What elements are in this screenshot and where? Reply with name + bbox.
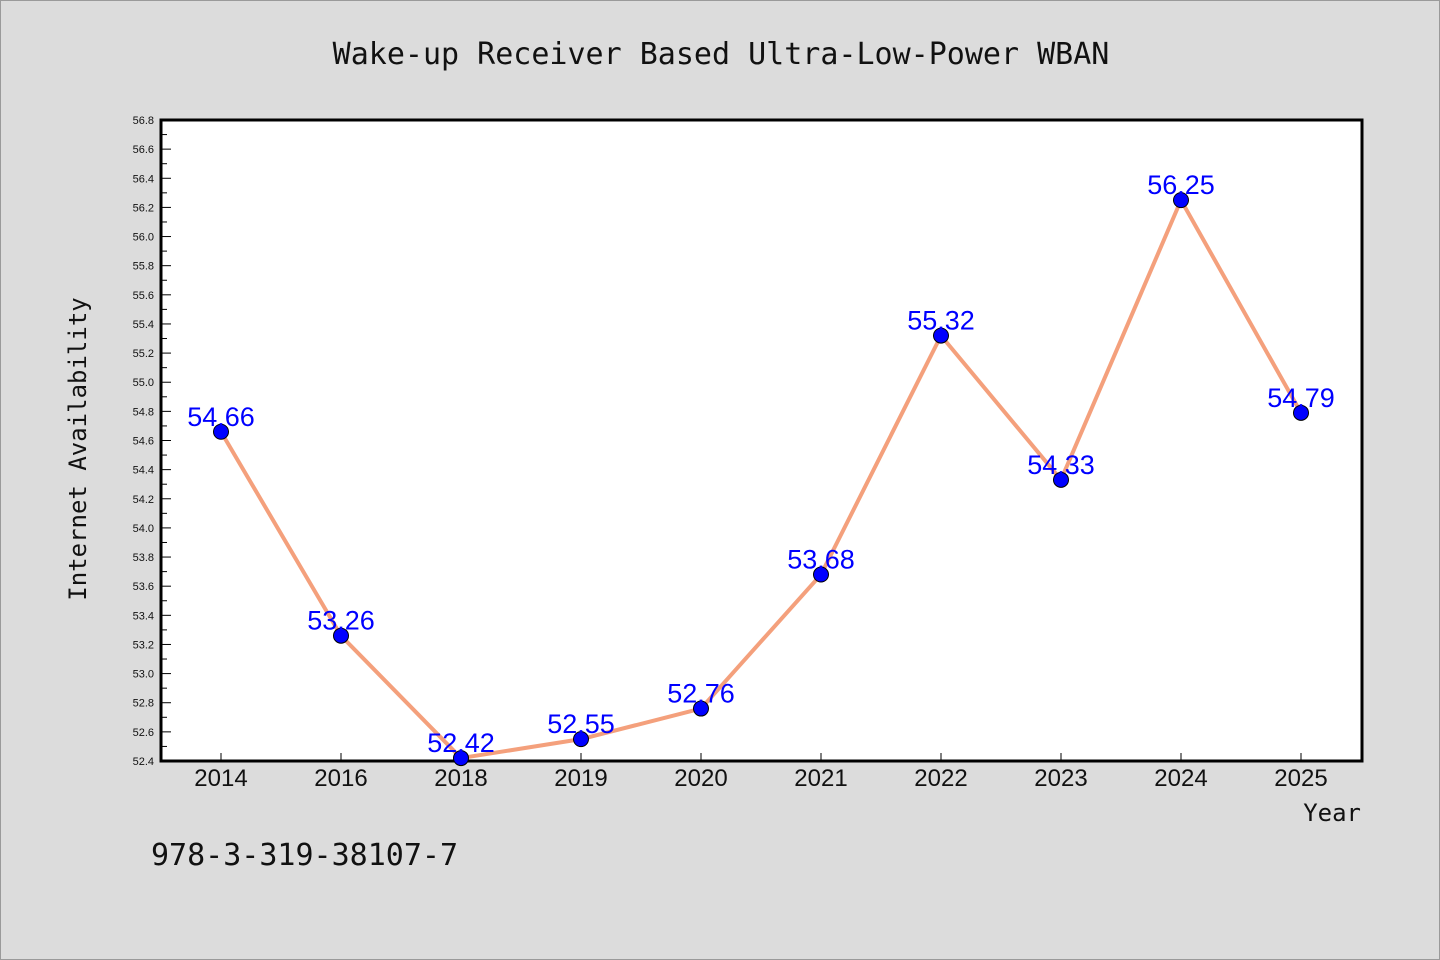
data-markers (213, 192, 1309, 767)
data-point (693, 700, 709, 717)
x-tick-label: 2018 (434, 765, 487, 792)
y-tick-label: 53.8 (133, 552, 154, 564)
data-labels: 54.66 53.26 52.42 52.55 52.76 53.68 55.32 54.33… (187, 170, 1335, 758)
y-tick-label: 54.6 (133, 436, 154, 448)
data-label: 52.42 (427, 728, 495, 758)
y-tick-label: 55.4 (133, 319, 154, 331)
x-tick-label: 2023 (1034, 765, 1087, 792)
x-tick-label: 2019 (554, 765, 607, 792)
y-tick-label: 54.0 (133, 523, 154, 535)
data-point (1293, 404, 1309, 421)
data-label: 52.55 (547, 709, 615, 739)
data-label: 54.66 (187, 402, 255, 432)
y-tick-label: 52.6 (133, 727, 154, 739)
y-tick-label: 56.6 (133, 144, 154, 156)
data-point (453, 750, 469, 767)
y-tick-label: 53.0 (133, 669, 154, 681)
y-tick-label: 55.0 (133, 377, 154, 389)
chart-title: Wake-up Receiver Based Ultra-Low-Power W… (333, 37, 1110, 72)
data-point (333, 627, 349, 644)
x-tick-label: 2021 (794, 765, 847, 792)
y-tick-label: 54.8 (133, 406, 154, 418)
data-label: 54.33 (1027, 450, 1095, 480)
y-tick-label: 54.2 (133, 494, 154, 506)
x-tick-label: 2024 (1154, 765, 1207, 792)
data-point (573, 731, 589, 748)
y-tick-label: 56.4 (133, 173, 154, 185)
data-point (1053, 471, 1069, 488)
y-tick-label: 56.0 (133, 232, 154, 244)
x-tick-label: 2016 (314, 765, 367, 792)
y-tick-label: 55.8 (133, 261, 154, 273)
data-point (933, 327, 949, 344)
y-tick-label: 53.4 (133, 610, 154, 622)
x-axis-label: Year (1303, 799, 1361, 827)
x-tick-label: 2020 (674, 765, 727, 792)
data-point (1173, 192, 1189, 209)
y-tick-label: 54.4 (133, 465, 154, 477)
x-tick-label: 2022 (914, 765, 967, 792)
series-line (219, 198, 1303, 761)
x-tick-label: 2025 (1274, 765, 1327, 792)
y-tick-label: 52.4 (133, 756, 154, 768)
data-label: 55.32 (907, 306, 975, 336)
y-tick-label: 56.2 (133, 202, 154, 214)
data-label: 52.76 (667, 679, 735, 709)
y-tick-label: 53.6 (133, 581, 154, 593)
y-axis: 52.4 52.6 52.8 53.0 53.2 53.4 53.6 53.8 54.0 54.2… (133, 115, 171, 768)
data-label: 56.25 (1147, 170, 1215, 200)
y-tick-label: 55.6 (133, 290, 154, 302)
data-label: 53.26 (307, 606, 375, 636)
x-axis: 2014 2016 2018 2019 2020 2021 2022 2023 2024 2025 (194, 753, 1328, 792)
data-label: 54.79 (1267, 383, 1335, 413)
y-tick-label: 52.8 (133, 698, 154, 710)
plot-area (159, 118, 1364, 763)
footer-isbn: 978-3-319-38107-7 (151, 838, 458, 873)
y-tick-label: 55.2 (133, 348, 154, 360)
y-axis-label: Internet Availability (64, 297, 92, 600)
data-point (813, 566, 829, 583)
data-point (213, 423, 229, 440)
x-tick-label: 2014 (194, 765, 247, 792)
y-tick-label: 56.8 (133, 115, 154, 127)
data-label: 53.68 (787, 545, 855, 575)
y-tick-label: 53.2 (133, 639, 154, 651)
